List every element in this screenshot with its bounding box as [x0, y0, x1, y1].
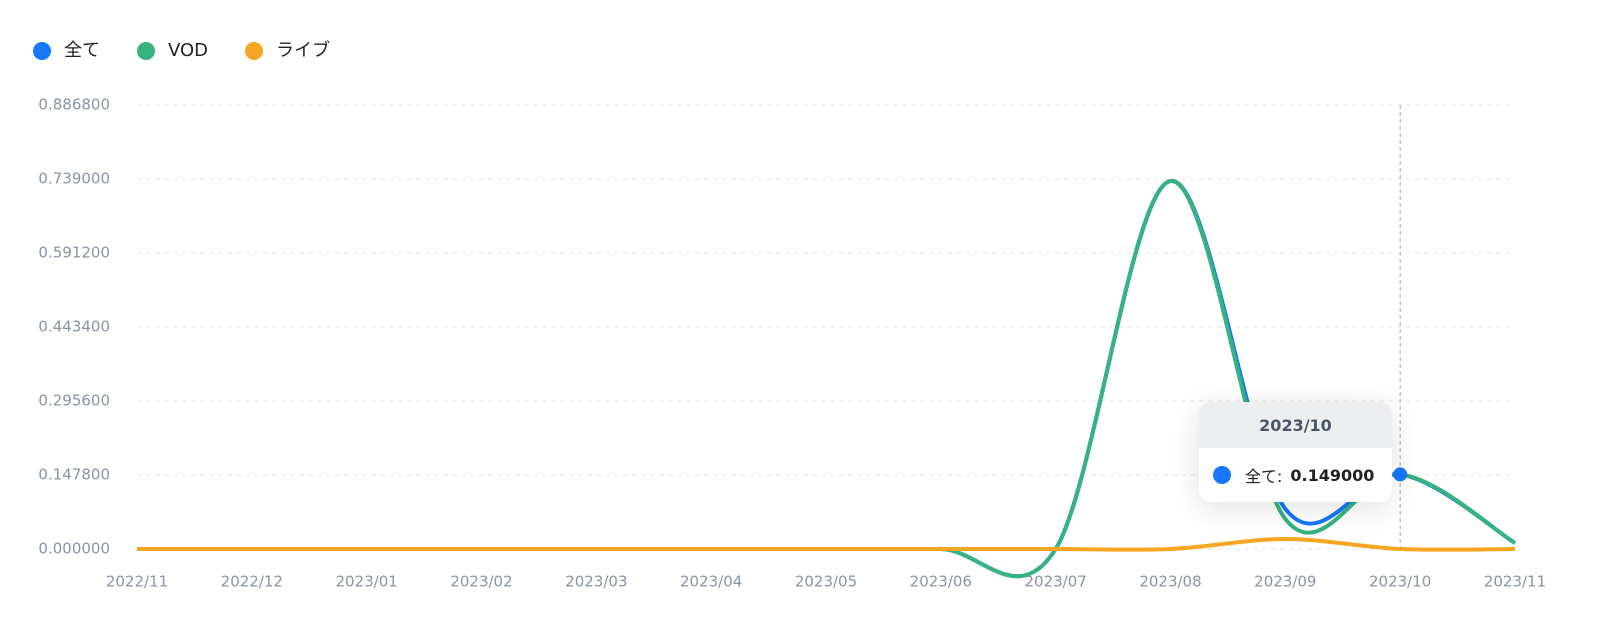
x-tick-label: 2023/01: [336, 573, 398, 591]
series-line: [137, 179, 1517, 579]
tooltip-title: 2023/10: [1199, 402, 1392, 448]
x-tick-label: 2023/03: [565, 573, 627, 591]
x-tick-label: 2023/07: [1025, 573, 1087, 591]
tooltip-series: 全て:: [1245, 467, 1283, 486]
legend-label: 全て: [64, 40, 100, 61]
hover-point: [1393, 467, 1408, 482]
x-tick-label: 2023/08: [1139, 573, 1201, 591]
x-tick-label: 2023/04: [680, 573, 742, 591]
tooltip: 2023/10 全て: 0.149000: [1199, 402, 1392, 502]
y-tick-label: 0.443400: [38, 318, 110, 336]
x-tick-label: 2023/11: [1484, 573, 1546, 591]
legend-marker: [137, 42, 155, 60]
y-tick-label: 0.295600: [38, 392, 110, 410]
x-tick-label: 2022/11: [106, 573, 168, 591]
x-tick-label: 2023/05: [795, 573, 857, 591]
series-line: [137, 536, 1516, 552]
y-tick-label: 0.739000: [38, 170, 110, 188]
x-tick-label: 2023/02: [450, 573, 512, 591]
tooltip-value: 0.149000: [1290, 465, 1375, 485]
y-tick-label: 0.591200: [38, 244, 110, 262]
x-tick-label: 2023/06: [910, 573, 972, 591]
tooltip-row: 全て: 0.149000: [1199, 448, 1392, 502]
series-line: [137, 179, 1517, 579]
tooltip-marker: [1213, 466, 1231, 484]
x-tick-label: 2023/09: [1254, 573, 1316, 591]
x-tick-label: 2023/10: [1369, 573, 1431, 591]
legend-marker: [245, 42, 264, 60]
y-tick-label: 0.000000: [38, 540, 110, 558]
legend-label: ライブ: [276, 39, 330, 61]
legend-marker: [33, 42, 51, 60]
x-tick-label: 2022/12: [221, 573, 283, 591]
y-tick-label: 0.886800: [38, 96, 110, 114]
y-tick-label: 0.147800: [38, 466, 110, 484]
legend-label: VOD: [168, 40, 208, 61]
